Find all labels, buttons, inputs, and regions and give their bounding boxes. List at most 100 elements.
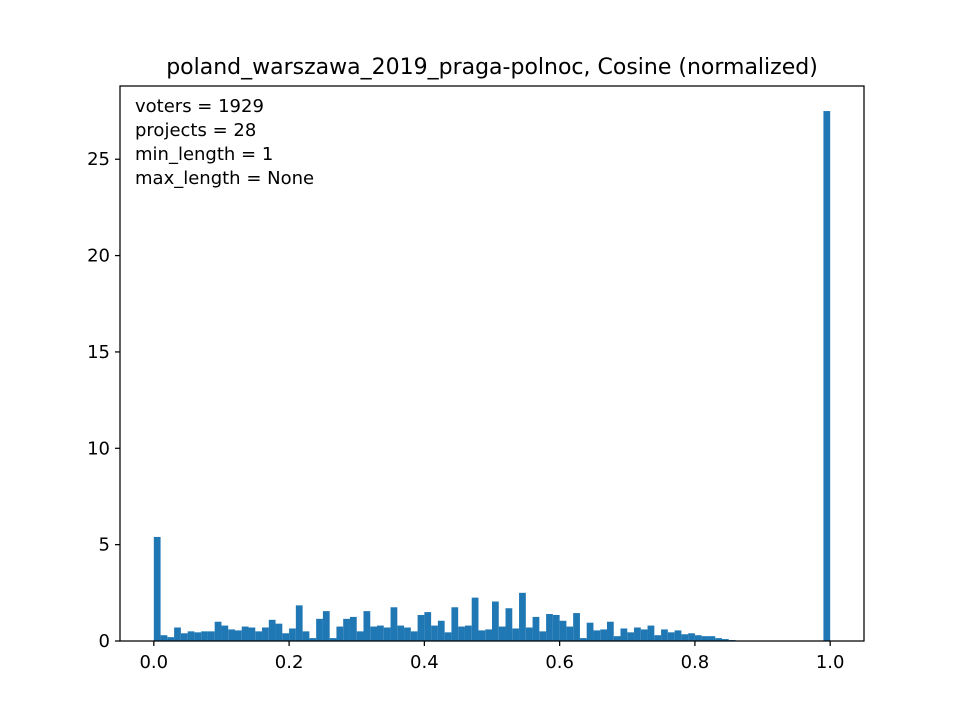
histogram-bar	[654, 635, 662, 641]
y-tick-label: 5	[99, 535, 110, 556]
histogram-bar	[586, 622, 594, 641]
histogram-bar	[390, 607, 398, 641]
histogram-bar	[640, 629, 648, 641]
annotation-voters: voters = 1929	[135, 96, 264, 117]
histogram-bar	[471, 597, 479, 641]
x-tick-label: 1.0	[816, 652, 845, 673]
histogram-bar	[289, 628, 296, 641]
histogram-bar	[228, 629, 235, 641]
histogram-bar	[194, 632, 202, 641]
histogram-bar	[478, 630, 486, 641]
histogram-bar	[573, 613, 580, 641]
histogram-bar	[153, 536, 161, 641]
histogram-bar	[302, 631, 310, 641]
histogram-bar	[201, 631, 208, 641]
histogram-bar	[410, 631, 418, 641]
histogram-bar	[329, 638, 337, 641]
x-tick-label: 0.2	[275, 652, 304, 673]
histogram-bar	[241, 626, 249, 641]
histogram-bar	[343, 618, 350, 641]
histogram-bar	[255, 631, 263, 641]
histogram-bar	[681, 634, 689, 641]
histogram-bar	[492, 601, 499, 641]
histogram-bar	[715, 638, 722, 641]
histogram-bar	[532, 616, 540, 641]
histogram-bar	[620, 628, 628, 641]
histogram-bar	[694, 635, 702, 641]
annotation-max-length: max_length = None	[135, 168, 314, 189]
histogram-bar	[667, 632, 675, 641]
histogram-bar	[634, 627, 641, 641]
y-tick-label: 10	[87, 438, 110, 459]
histogram-bar	[708, 636, 716, 641]
histogram-bar	[167, 637, 175, 641]
y-tick-label: 0	[99, 631, 110, 652]
histogram-bar	[221, 625, 229, 641]
y-axis: 0 5 10 15 20 25	[87, 149, 120, 652]
histogram-bar	[282, 633, 290, 641]
histogram-bar	[248, 627, 256, 641]
histogram-bar	[383, 627, 391, 641]
histogram-bar	[437, 620, 445, 641]
histogram-bar	[647, 625, 655, 641]
histogram-bar	[451, 607, 459, 641]
x-axis: 0.0 0.2 0.4 0.6 0.8 1.0	[139, 641, 845, 673]
y-tick-label: 25	[87, 149, 110, 170]
histogram-bar	[234, 630, 242, 641]
annotation-box: voters = 1929 projects = 28 min_length =…	[135, 96, 314, 189]
histogram-bar	[559, 620, 567, 641]
histogram-bar	[627, 632, 635, 641]
histogram-bar	[505, 608, 513, 641]
histogram-bar	[377, 625, 384, 641]
histogram-bar	[444, 632, 452, 641]
histogram-bar	[174, 627, 181, 641]
histogram-bar	[525, 627, 533, 641]
histogram-bar	[566, 626, 574, 641]
histogram-bar	[674, 630, 682, 641]
histogram-bar	[606, 621, 614, 641]
histogram-bar	[539, 631, 547, 641]
histogram-bar	[721, 639, 729, 641]
histogram-bar	[160, 635, 168, 641]
histogram-bar	[498, 626, 506, 641]
chart-title: poland_warszawa_2019_praga-polnoc, Cosin…	[166, 55, 818, 80]
x-tick-label: 0.6	[545, 652, 574, 673]
histogram-bar	[613, 636, 621, 641]
histogram-bar	[397, 625, 405, 641]
histogram-bar	[363, 611, 371, 641]
histogram-bar	[661, 629, 668, 641]
histogram-bar	[546, 614, 553, 641]
histogram-bar	[485, 629, 492, 641]
histogram-bar	[370, 626, 378, 641]
histogram-bar	[309, 638, 317, 641]
histogram-bar	[207, 631, 215, 641]
annotation-projects: projects = 28	[135, 120, 256, 141]
y-tick-label: 15	[87, 342, 110, 363]
histogram-bar	[519, 592, 526, 641]
histogram-bar	[600, 629, 607, 641]
histogram-bars	[153, 111, 831, 642]
histogram-bar	[701, 636, 709, 641]
x-tick-label: 0.4	[410, 652, 439, 673]
histogram-bar	[268, 619, 276, 641]
histogram-bar	[349, 616, 357, 641]
histogram-bar	[356, 631, 364, 641]
histogram-bar	[552, 614, 560, 641]
histogram-bar	[404, 627, 411, 641]
histogram-bar	[187, 631, 195, 641]
y-tick-label: 20	[87, 246, 110, 267]
histogram-bar	[688, 633, 695, 641]
histogram-bar	[316, 618, 323, 641]
histogram-bar	[275, 623, 283, 641]
x-tick-label: 0.0	[139, 652, 168, 673]
histogram-bar	[214, 621, 222, 641]
annotation-min-length: min_length = 1	[135, 144, 273, 165]
histogram-bar	[458, 626, 465, 641]
x-tick-label: 0.8	[681, 652, 710, 673]
histogram-bar	[464, 625, 472, 641]
histogram-bar	[180, 633, 188, 641]
histogram-bar	[424, 612, 432, 641]
histogram-bar	[431, 625, 438, 641]
plot-frame	[119, 85, 865, 642]
